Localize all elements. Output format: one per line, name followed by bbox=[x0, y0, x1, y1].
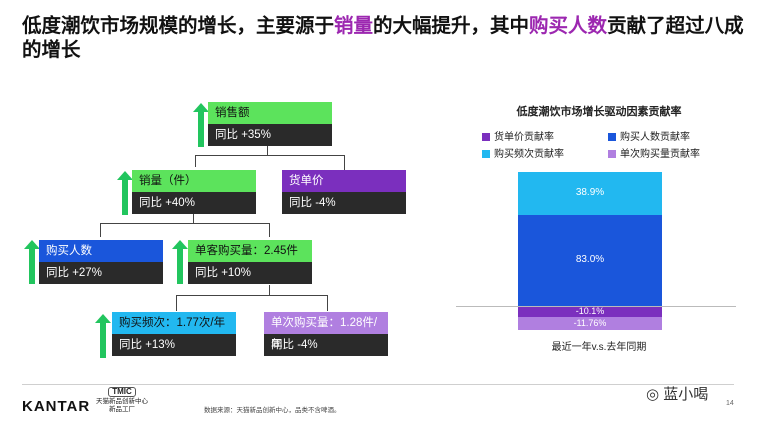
legend-item: 货单价贡献率 bbox=[482, 128, 554, 143]
legend-item: 购买人数贡献率 bbox=[608, 128, 690, 143]
node-sales: 销售额 同比 +35% bbox=[208, 102, 332, 146]
title-highlight-buyers: 购买人数 bbox=[529, 15, 608, 37]
node-per-purchase: 单次购买量：1.28件/年 同比 -4% bbox=[264, 312, 388, 356]
bar-value-label: 83.0% bbox=[575, 254, 605, 266]
connector bbox=[193, 214, 194, 223]
connector bbox=[344, 155, 345, 170]
connector bbox=[176, 295, 328, 296]
bar-segment: -10.1% bbox=[518, 306, 662, 318]
tmic-logo: TMIC 天猫新品创新中心 新品工厂 bbox=[96, 387, 148, 413]
title-highlight-volume: 销量 bbox=[334, 15, 374, 37]
connector bbox=[267, 146, 268, 155]
up-arrow-icon bbox=[95, 314, 111, 358]
legend-swatch bbox=[482, 150, 490, 159]
up-arrow-icon bbox=[117, 171, 133, 215]
bar-segment: 38.9% bbox=[518, 171, 662, 215]
legend-item: 购买频次贡献率 bbox=[482, 145, 564, 160]
kantar-logo: KANTAR bbox=[22, 398, 91, 415]
node-unit-price: 货单价 同比 -4% bbox=[282, 170, 406, 214]
data-source-note: 数据来源：天猫新品创新中心，品类不含啤酒。 bbox=[204, 407, 341, 414]
footer-divider bbox=[22, 384, 734, 385]
zero-axis bbox=[456, 306, 736, 307]
node-per-buyer: 单客购买量：2.45件 同比 +10% bbox=[188, 240, 312, 284]
bar-value-label: -11.76% bbox=[573, 317, 607, 328]
wechat-watermark: ◎ 蓝小喝 bbox=[646, 386, 709, 403]
page-number: 14 bbox=[726, 400, 734, 407]
bar-segment: 83.0% bbox=[518, 214, 662, 306]
chart-title: 低度潮饮市场增长驱动因素贡献率 bbox=[516, 106, 682, 118]
legend-item: 单次购买量贡献率 bbox=[608, 145, 700, 160]
connector bbox=[195, 155, 196, 167]
legend-swatch bbox=[608, 133, 616, 142]
bar-value-label: 38.9% bbox=[575, 187, 605, 199]
connector bbox=[195, 155, 345, 156]
bar-segment: -11.76% bbox=[518, 317, 662, 331]
x-axis-label: 最近一年v.s.去年同期 bbox=[551, 342, 647, 353]
connector bbox=[176, 295, 177, 311]
connector bbox=[100, 223, 101, 237]
connector bbox=[100, 223, 270, 224]
up-arrow-icon bbox=[24, 240, 40, 284]
wechat-icon: ◎ bbox=[646, 386, 660, 403]
node-frequency: 购买频次：1.77次/年 同比 +13% bbox=[112, 312, 236, 356]
node-buyers: 购买人数 同比 +27% bbox=[39, 240, 163, 284]
node-volume: 销量（件） 同比 +40% bbox=[132, 170, 256, 214]
legend-swatch bbox=[482, 133, 490, 142]
up-arrow-icon bbox=[172, 240, 188, 284]
page-title: 低度潮饮市场规模的增长，主要源于销量的大幅提升，其中购买人数贡献了超过八成的增长 bbox=[22, 15, 744, 61]
connector bbox=[269, 285, 270, 295]
up-arrow-icon bbox=[193, 103, 209, 147]
bar-value-label: -10.1% bbox=[575, 306, 605, 316]
connector bbox=[269, 223, 270, 237]
legend-swatch bbox=[608, 150, 616, 159]
connector bbox=[327, 295, 328, 311]
